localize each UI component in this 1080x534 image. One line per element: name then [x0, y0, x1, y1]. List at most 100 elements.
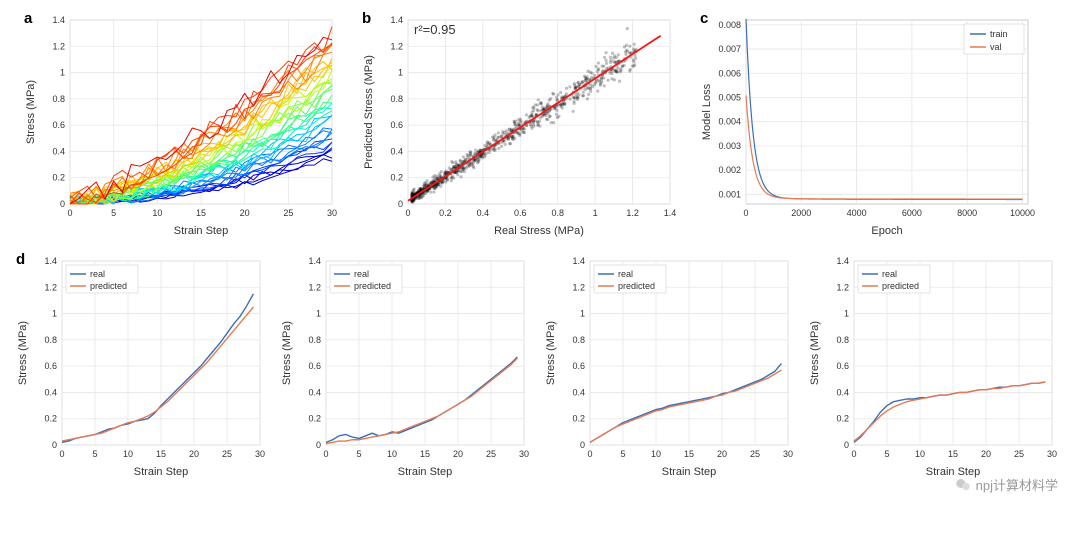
- svg-text:0.2: 0.2: [439, 208, 452, 218]
- svg-text:15: 15: [684, 449, 694, 459]
- svg-text:Stress (MPa): Stress (MPa): [809, 321, 821, 385]
- svg-text:10: 10: [651, 449, 661, 459]
- svg-text:0.008: 0.008: [718, 20, 741, 30]
- svg-text:0.4: 0.4: [44, 387, 57, 397]
- svg-text:0.4: 0.4: [836, 387, 849, 397]
- svg-text:10: 10: [387, 449, 397, 459]
- svg-text:1.4: 1.4: [44, 256, 57, 266]
- svg-text:20: 20: [240, 208, 250, 218]
- svg-text:0: 0: [316, 440, 321, 450]
- svg-text:20: 20: [189, 449, 199, 459]
- chart-b: 00.20.40.60.811.21.400.20.40.60.811.21.4…: [358, 8, 678, 240]
- svg-text:1.4: 1.4: [52, 15, 65, 25]
- svg-text:0.6: 0.6: [514, 208, 527, 218]
- svg-text:0: 0: [743, 208, 748, 218]
- svg-text:0.8: 0.8: [52, 94, 65, 104]
- svg-text:Strain Step: Strain Step: [134, 466, 188, 478]
- svg-text:1.2: 1.2: [308, 282, 321, 292]
- svg-text:0.8: 0.8: [551, 208, 564, 218]
- svg-text:predicted: predicted: [354, 281, 391, 291]
- svg-text:0.4: 0.4: [390, 146, 403, 156]
- chart-d2: 05101520253000.20.40.60.811.21.4Strain S…: [276, 249, 532, 481]
- panel-b: b 00.20.40.60.811.21.400.20.40.60.811.21…: [358, 8, 678, 245]
- svg-text:real: real: [354, 269, 369, 279]
- svg-text:30: 30: [1047, 449, 1057, 459]
- svg-text:0: 0: [580, 440, 585, 450]
- svg-text:25: 25: [283, 208, 293, 218]
- svg-text:1.2: 1.2: [390, 41, 403, 51]
- svg-text:0: 0: [67, 208, 72, 218]
- svg-text:5: 5: [111, 208, 116, 218]
- svg-text:5: 5: [356, 449, 361, 459]
- svg-text:0.005: 0.005: [718, 92, 741, 102]
- svg-text:1.2: 1.2: [44, 282, 57, 292]
- svg-text:25: 25: [222, 449, 232, 459]
- svg-text:1.2: 1.2: [52, 41, 65, 51]
- svg-text:20: 20: [453, 449, 463, 459]
- svg-text:predicted: predicted: [90, 281, 127, 291]
- svg-text:0.8: 0.8: [572, 335, 585, 345]
- svg-text:10: 10: [123, 449, 133, 459]
- chart-a: 05101520253000.20.40.60.811.21.4Strain S…: [20, 8, 340, 240]
- svg-text:20: 20: [717, 449, 727, 459]
- wechat-icon: [954, 476, 972, 494]
- svg-text:Strain Step: Strain Step: [174, 225, 228, 237]
- svg-text:0: 0: [52, 440, 57, 450]
- svg-text:predicted: predicted: [882, 281, 919, 291]
- svg-text:30: 30: [783, 449, 793, 459]
- svg-text:0.4: 0.4: [308, 387, 321, 397]
- svg-text:0.4: 0.4: [477, 208, 490, 218]
- svg-text:Stress (MPa): Stress (MPa): [545, 321, 557, 385]
- svg-text:0.8: 0.8: [836, 335, 849, 345]
- svg-text:0: 0: [60, 199, 65, 209]
- svg-text:1.2: 1.2: [836, 282, 849, 292]
- svg-text:4000: 4000: [847, 208, 867, 218]
- svg-text:predicted: predicted: [618, 281, 655, 291]
- panel-label-c: c: [700, 10, 708, 27]
- svg-text:1.4: 1.4: [308, 256, 321, 266]
- svg-text:0.004: 0.004: [718, 117, 741, 127]
- svg-text:0.2: 0.2: [44, 414, 57, 424]
- svg-text:0.2: 0.2: [572, 414, 585, 424]
- svg-text:0.007: 0.007: [718, 44, 741, 54]
- svg-text:0.006: 0.006: [718, 68, 741, 78]
- svg-text:0: 0: [587, 449, 592, 459]
- svg-text:25: 25: [750, 449, 760, 459]
- panel-label-a: a: [24, 10, 32, 27]
- svg-text:30: 30: [327, 208, 337, 218]
- svg-text:0.6: 0.6: [572, 361, 585, 371]
- svg-text:Stress (MPa): Stress (MPa): [281, 321, 293, 385]
- svg-text:val: val: [990, 42, 1002, 52]
- svg-text:1: 1: [593, 208, 598, 218]
- svg-text:1.2: 1.2: [626, 208, 639, 218]
- svg-text:0.8: 0.8: [308, 335, 321, 345]
- svg-text:0.8: 0.8: [390, 94, 403, 104]
- svg-text:Stress (MPa): Stress (MPa): [17, 321, 29, 385]
- panel-label-b: b: [362, 10, 371, 27]
- svg-text:0.003: 0.003: [718, 141, 741, 151]
- svg-text:0.4: 0.4: [572, 387, 585, 397]
- svg-text:10: 10: [915, 449, 925, 459]
- svg-text:0.2: 0.2: [836, 414, 849, 424]
- svg-text:Epoch: Epoch: [871, 225, 902, 237]
- panel-a: a 05101520253000.20.40.60.811.21.4Strain…: [20, 8, 340, 245]
- svg-text:15: 15: [948, 449, 958, 459]
- watermark-text: npj计算材料学: [976, 475, 1058, 494]
- svg-text:10: 10: [152, 208, 162, 218]
- svg-text:Stress (MPa): Stress (MPa): [25, 80, 37, 144]
- svg-text:30: 30: [255, 449, 265, 459]
- svg-text:15: 15: [420, 449, 430, 459]
- svg-text:0: 0: [851, 449, 856, 459]
- svg-text:1.4: 1.4: [836, 256, 849, 266]
- svg-text:0.8: 0.8: [44, 335, 57, 345]
- row-1: a 05101520253000.20.40.60.811.21.4Strain…: [0, 0, 1080, 245]
- figure: a 0 5 10 15 20 25 30 0 0.2 0.4 0.6 0.8 1 1.2 1.4 Strain…: [0, 0, 1080, 534]
- row-2: d 05101520253000.20.40.60.811.21.4Strain…: [0, 245, 1080, 494]
- svg-text:6000: 6000: [902, 208, 922, 218]
- svg-text:0: 0: [844, 440, 849, 450]
- svg-text:5: 5: [92, 449, 97, 459]
- svg-text:0.6: 0.6: [52, 120, 65, 130]
- svg-text:r²=0.95: r²=0.95: [414, 22, 456, 37]
- panel-d3: 05101520253000.20.40.60.811.21.4Strain S…: [540, 249, 796, 486]
- svg-text:real: real: [90, 269, 105, 279]
